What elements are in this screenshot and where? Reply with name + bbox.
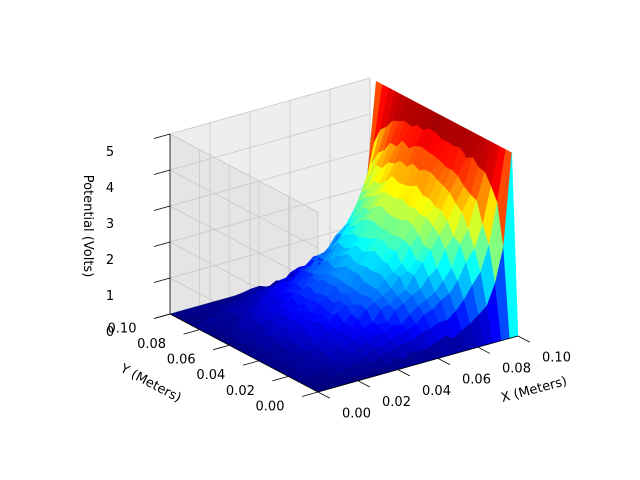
y-tick-label-0: 0.00 — [256, 399, 285, 414]
axes-lines — [169, 134, 519, 393]
y-tick-1 — [272, 376, 289, 382]
x-tick-2 — [397, 369, 411, 377]
x-tick-5 — [517, 335, 531, 343]
x-tick-3 — [437, 358, 451, 365]
z-tick-label-1: 1 — [106, 289, 114, 304]
z-tick-4 — [153, 169, 171, 175]
z-tick-1 — [153, 277, 171, 283]
z-tick-label-4: 4 — [106, 181, 114, 196]
y-tick-0 — [301, 391, 319, 397]
z-axis-label: Potential (Volts) — [80, 175, 95, 278]
x-axis-label: X (Meters) — [500, 374, 569, 406]
x-tick-label-0: 0.00 — [342, 406, 371, 421]
y-tick-2 — [242, 360, 259, 366]
x-axis-line — [317, 335, 519, 393]
x-tick-0 — [317, 391, 331, 399]
z-tick-label-5: 5 — [106, 145, 114, 160]
y-tick-4 — [183, 329, 200, 335]
z-tick-label-0: 0 — [106, 325, 114, 340]
z-tick-5 — [153, 133, 171, 139]
x-tick-label-2: 0.04 — [422, 384, 451, 399]
y-axis-label: Y (Meters) — [117, 361, 184, 406]
z-tick-label-3: 3 — [106, 217, 114, 232]
x-tick-label-4: 0.08 — [502, 362, 531, 377]
y-tick-label-2: 0.04 — [196, 368, 225, 383]
x-tick-label-5: 0.10 — [542, 350, 571, 365]
x-tick-1 — [357, 380, 371, 388]
y-tick-3 — [213, 344, 230, 351]
z-tick-3 — [153, 205, 171, 211]
x-tick-label-3: 0.06 — [462, 373, 491, 388]
axes-ticks: 0.000.020.040.060.080.100.000.020.040.06… — [106, 133, 571, 421]
x-tick-label-1: 0.02 — [382, 395, 411, 410]
z-tick-0 — [153, 313, 171, 319]
x-tick-4 — [477, 346, 491, 354]
y-tick-label-5: 0.10 — [108, 321, 137, 336]
y-tick-label-3: 0.06 — [167, 353, 196, 368]
z-tick-2 — [153, 241, 171, 247]
y-axis-line — [169, 313, 319, 393]
z-tick-label-2: 2 — [106, 253, 114, 268]
potential-surface — [169, 81, 519, 393]
y-tick-label-1: 0.02 — [226, 384, 255, 399]
y-tick-label-4: 0.08 — [137, 337, 166, 352]
